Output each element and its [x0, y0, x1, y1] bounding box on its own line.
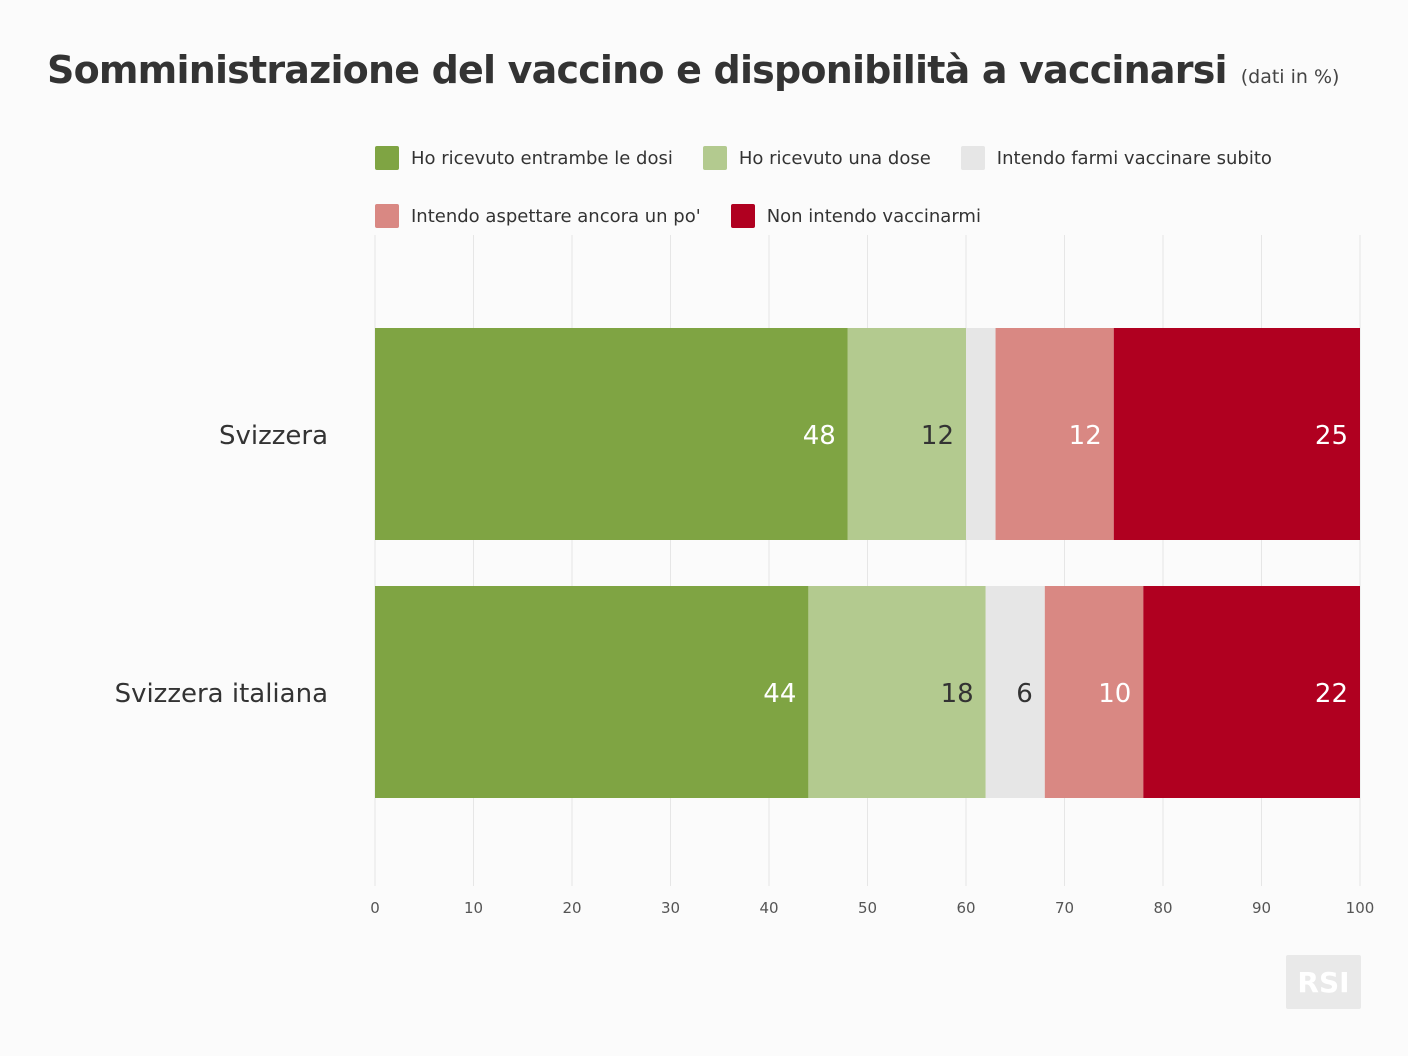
- x-tick-label: 100: [1346, 899, 1375, 917]
- chart-legend: Ho ricevuto entrambe le dosi Ho ricevuto …: [375, 146, 1335, 228]
- bar-segment: [375, 586, 809, 798]
- bar-segment: [808, 586, 986, 798]
- data-label: 12: [1069, 421, 1102, 451]
- legend-swatch: [730, 204, 755, 228]
- x-tick-label: 50: [858, 899, 877, 917]
- data-label: 25: [1315, 421, 1348, 451]
- legend-swatch: [960, 146, 985, 170]
- legend-swatch: [702, 146, 727, 170]
- legend-item: Ho ricevuto entrambe le dosi: [375, 146, 673, 170]
- rsi-logo: RSI: [1286, 955, 1361, 1009]
- legend-item: Ho ricevuto una dose: [702, 146, 931, 170]
- x-tick-label: 0: [370, 899, 380, 917]
- bar-segment: [966, 328, 996, 540]
- legend-label: Non intendo vaccinarmi: [766, 205, 981, 227]
- data-label: 18: [941, 679, 974, 709]
- data-label: 10: [1098, 679, 1131, 709]
- legend-label: Ho ricevuto una dose: [738, 147, 931, 169]
- bar-segment: [847, 328, 966, 540]
- bar-segment: [1143, 586, 1360, 798]
- category-label: Svizzera: [219, 421, 328, 451]
- chart-title: Somministrazione del vaccino e disponibi…: [47, 48, 1228, 92]
- x-tick-label: 30: [661, 899, 680, 917]
- x-tick-label: 70: [1055, 899, 1074, 917]
- x-tick-label: 60: [956, 899, 975, 917]
- chart-subtitle: (dati in %): [1240, 66, 1340, 88]
- legend-item: Intendo farmi vaccinare subito: [960, 146, 1272, 170]
- legend-label: Intendo farmi vaccinare subito: [996, 147, 1272, 169]
- title-row: Somministrazione del vaccino e disponibi…: [47, 48, 1339, 92]
- bar-segment: [1044, 586, 1144, 798]
- legend-label: Ho ricevuto entrambe le dosi: [411, 147, 673, 169]
- legend-swatch: [375, 146, 399, 170]
- x-tick-label: 90: [1252, 899, 1271, 917]
- x-tick-label: 20: [562, 899, 581, 917]
- data-label: 48: [803, 421, 836, 451]
- bar-segment: [985, 586, 1045, 798]
- data-label: 6: [1016, 679, 1033, 709]
- legend-label: Intendo aspettare ancora un po': [411, 205, 701, 227]
- data-label: 22: [1315, 679, 1348, 709]
- bar-segment: [1113, 328, 1360, 540]
- x-tick-label: 10: [464, 899, 483, 917]
- bar-segment: [375, 328, 848, 540]
- x-tick-label: 40: [759, 899, 778, 917]
- legend-item: Non intendo vaccinarmi: [730, 204, 981, 228]
- data-label: 12: [921, 421, 954, 451]
- legend-item: Intendo aspettare ancora un po': [375, 204, 701, 228]
- category-label: Svizzera italiana: [115, 679, 328, 709]
- bar-segment: [995, 328, 1114, 540]
- data-label: 44: [763, 679, 796, 709]
- legend-swatch: [375, 204, 399, 228]
- rsi-logo-text: RSI: [1297, 965, 1350, 999]
- x-tick-label: 80: [1153, 899, 1172, 917]
